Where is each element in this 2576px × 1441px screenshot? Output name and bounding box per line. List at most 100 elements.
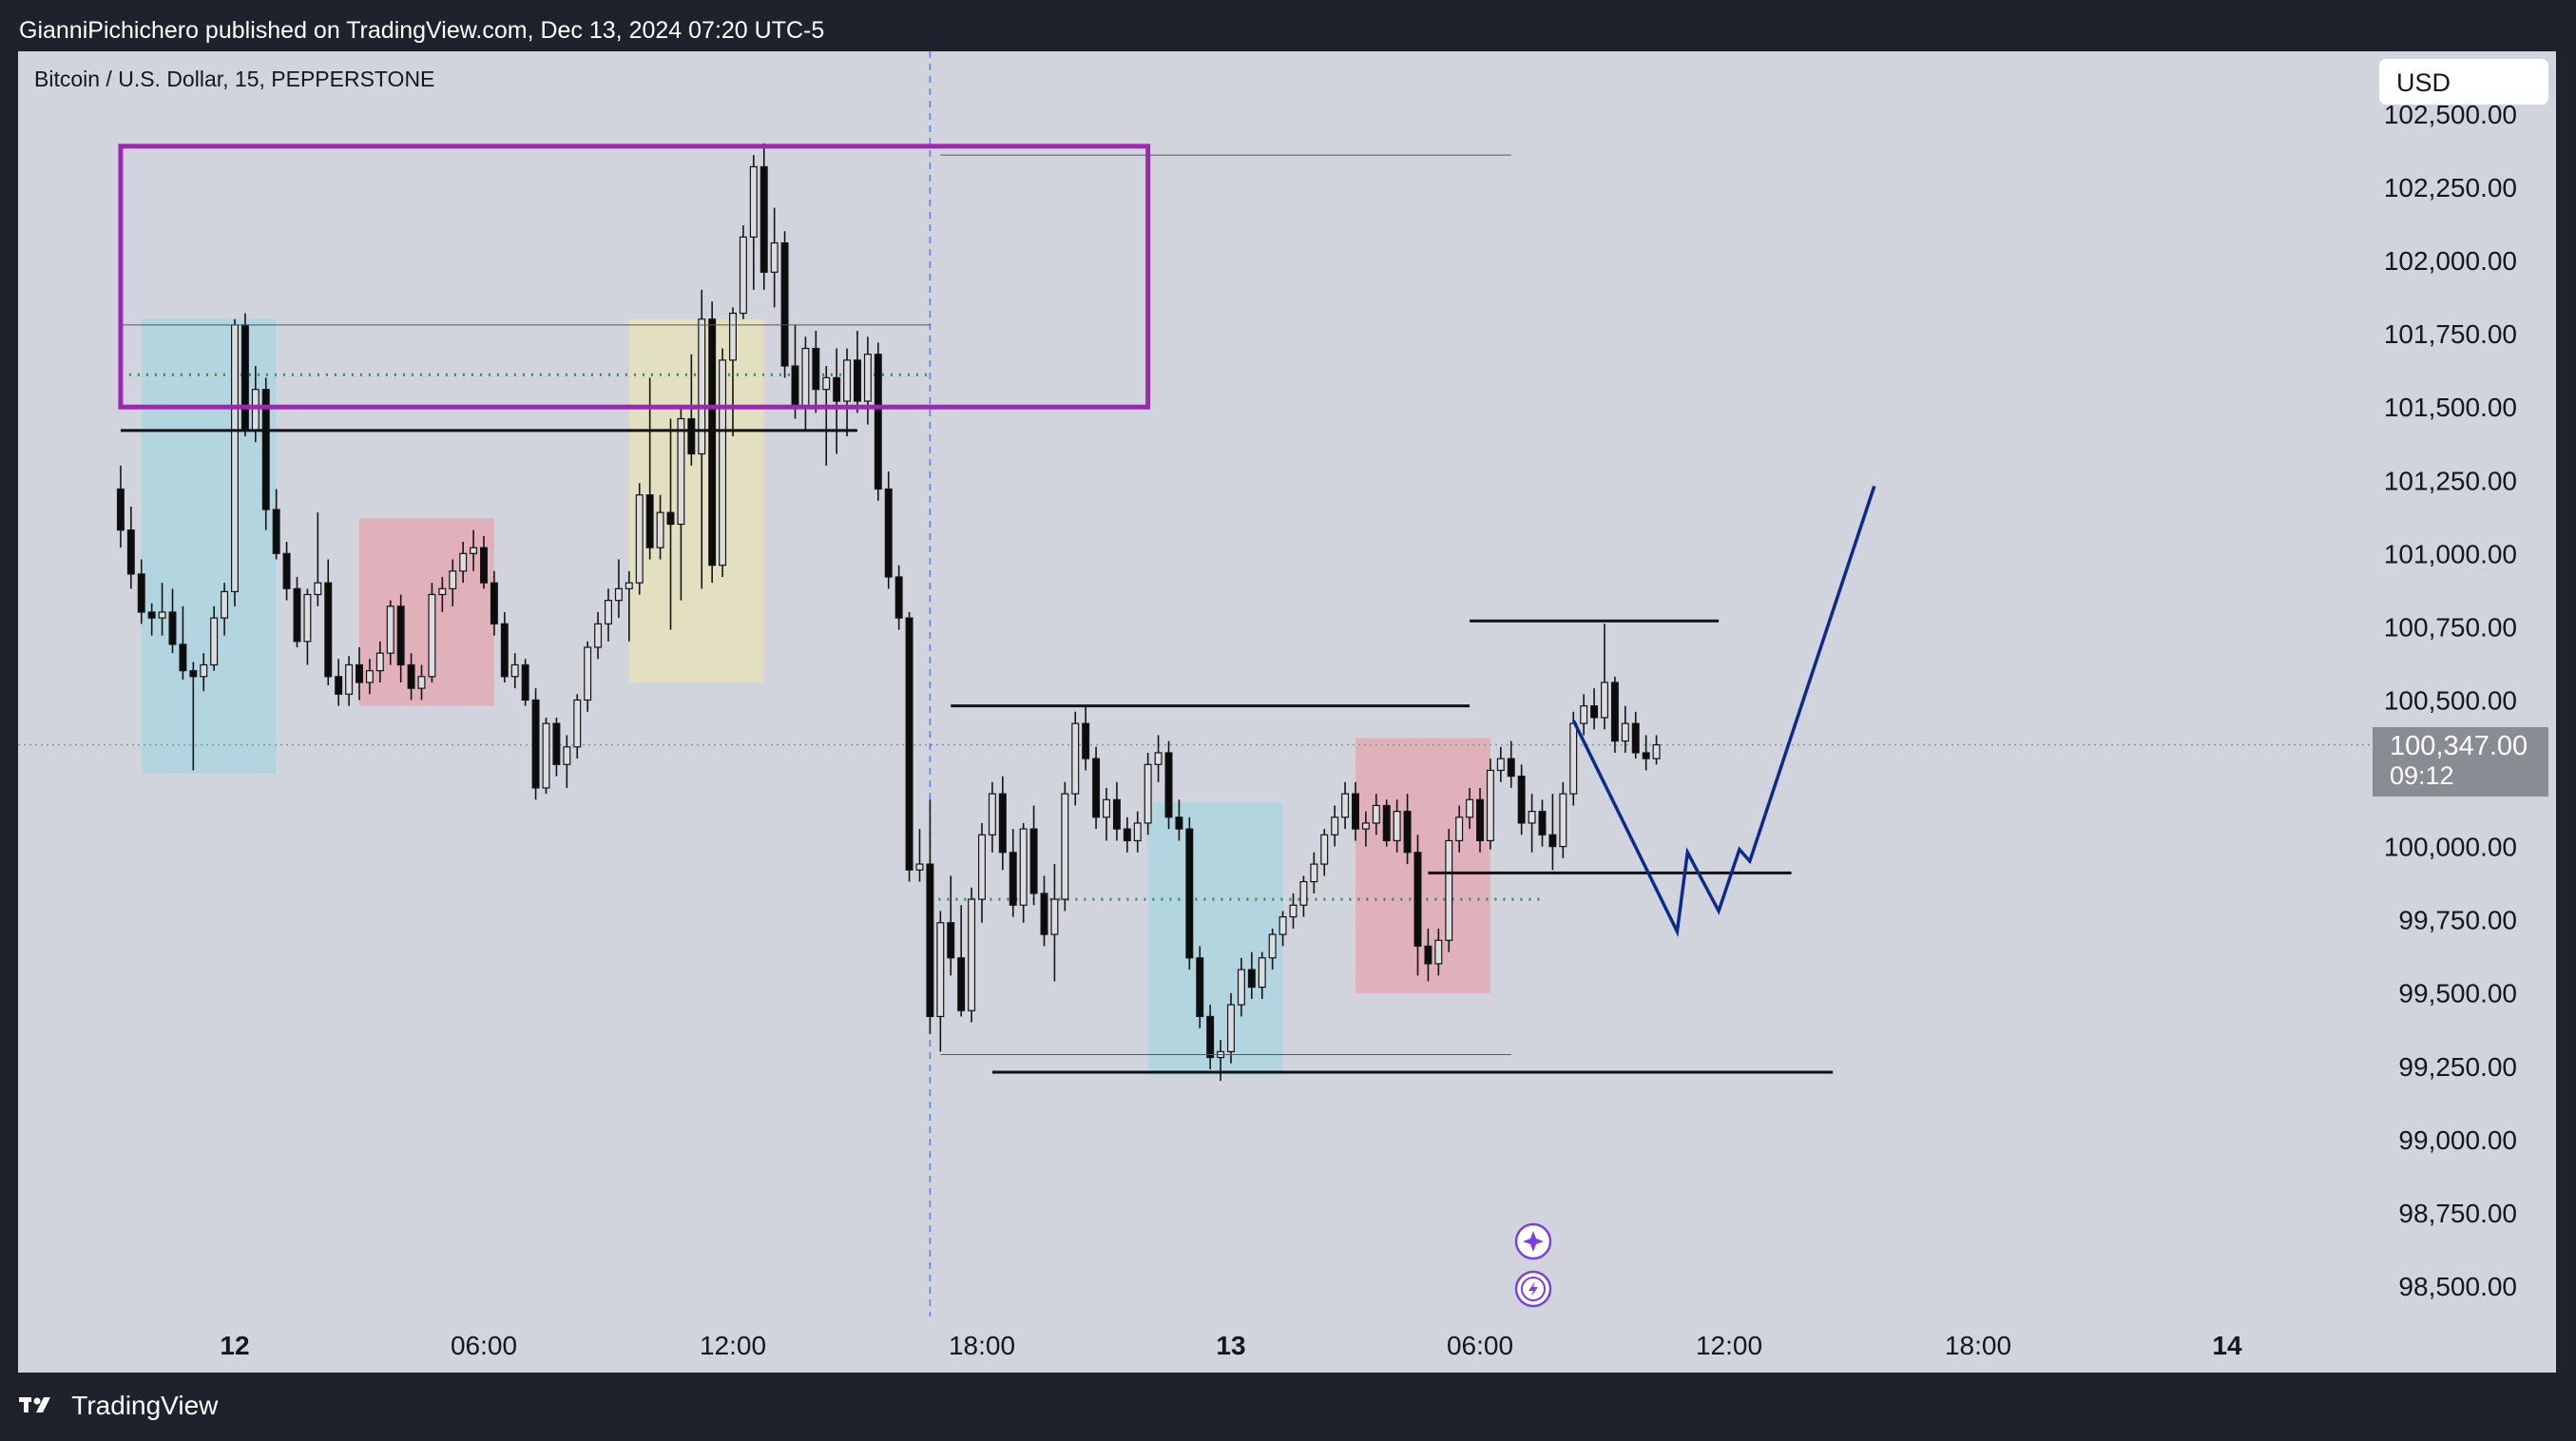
candle-body <box>998 793 1007 854</box>
down-candle <box>189 662 198 771</box>
candle-body <box>231 324 239 593</box>
down-candle <box>396 594 405 682</box>
up-candle <box>1050 864 1059 982</box>
candle-body <box>1320 834 1329 865</box>
brand-name: TradingView <box>71 1391 219 1420</box>
time-tick-label: 14 <box>2212 1331 2242 1360</box>
down-candle <box>1082 705 1090 771</box>
up-candle <box>1466 787 1474 830</box>
time-tick-label: 12 <box>220 1331 249 1360</box>
candle-body <box>1123 828 1131 842</box>
down-candle <box>666 418 675 630</box>
down-candle <box>137 559 145 624</box>
currency-button[interactable]: USD <box>2379 59 2548 105</box>
candle-body <box>1196 957 1204 1017</box>
up-candle <box>303 588 312 665</box>
candle-body <box>459 552 468 572</box>
candle-body <box>1164 752 1173 818</box>
down-candle <box>905 611 913 882</box>
candle-body <box>189 670 198 678</box>
candle-body <box>261 389 270 510</box>
candle-body <box>1434 939 1443 965</box>
candle-body <box>1382 804 1391 842</box>
up-candle <box>1299 875 1308 917</box>
sparkle-icon[interactable] <box>1514 1222 1552 1260</box>
up-candle <box>614 559 623 619</box>
down-candle <box>356 646 363 701</box>
price-tick-label: 100,500.00 <box>2384 685 2517 715</box>
down-candle <box>812 331 820 413</box>
down-candle <box>1352 781 1359 841</box>
up-candle <box>584 641 592 712</box>
down-candle <box>1538 799 1547 847</box>
up-candle <box>1227 992 1235 1064</box>
down-candle <box>1424 928 1432 982</box>
candle-body <box>666 511 675 526</box>
time-tick-label: 13 <box>1216 1331 1245 1360</box>
candle-body <box>1372 804 1380 824</box>
up-candle <box>210 605 219 671</box>
time-tick-label: 12:00 <box>700 1331 766 1360</box>
candle-body <box>594 623 603 648</box>
candle-body <box>1050 898 1059 935</box>
candle-body <box>1590 705 1599 719</box>
candle-body <box>1455 817 1464 842</box>
price-tick-label: 101,250.00 <box>2384 466 2517 495</box>
up-candle <box>158 583 166 636</box>
up-candle <box>677 407 685 601</box>
price-tick-label: 102,250.00 <box>2384 173 2517 202</box>
projection-path <box>1571 485 1876 937</box>
candle-body <box>645 494 654 548</box>
up-candle <box>1528 794 1536 853</box>
candle-body <box>915 863 924 871</box>
lightning-icon[interactable] <box>1514 1270 1552 1308</box>
down-candle <box>1206 1005 1215 1069</box>
candle-body <box>573 699 582 748</box>
up-candle <box>978 822 986 923</box>
candle-body <box>749 165 758 239</box>
candle-body <box>894 576 903 619</box>
up-candle <box>231 318 239 606</box>
currency-label: USD <box>2396 68 2451 97</box>
candle-body <box>677 417 685 526</box>
candle-body <box>656 511 664 548</box>
candle-body <box>137 573 145 613</box>
up-candle <box>843 348 852 437</box>
candle-body <box>614 587 623 602</box>
candle-body <box>210 617 219 666</box>
candle-body <box>801 347 810 408</box>
price-tick-label: 101,500.00 <box>2384 393 2517 422</box>
candle-body <box>1445 839 1453 941</box>
chart-panel[interactable] <box>18 51 2556 1373</box>
down-candle <box>552 717 561 777</box>
up-candle <box>510 653 519 689</box>
down-candle <box>687 354 696 466</box>
down-candle <box>1196 946 1204 1028</box>
candle-body <box>1040 893 1048 935</box>
down-candle <box>874 342 882 501</box>
candle-body <box>1621 722 1629 742</box>
time-tick-label: 18:00 <box>949 1331 1015 1360</box>
up-candle <box>438 576 447 612</box>
candle-body <box>1258 957 1266 989</box>
up-candle <box>1144 752 1152 836</box>
candle-body <box>1071 722 1080 795</box>
down-candle <box>500 611 509 682</box>
price-tick-label: 99,000.00 <box>2398 1125 2517 1155</box>
candle-body <box>1548 834 1557 848</box>
price-chart[interactable]: 102,500.00 102,250.00 102,000.00 101,750.00… <box>0 0 2576 1373</box>
candle-body <box>168 611 177 645</box>
candle-body <box>812 347 820 391</box>
up-candle <box>1486 759 1494 850</box>
up-candle <box>1361 811 1370 847</box>
price-tick-label: 101,750.00 <box>2384 319 2517 349</box>
candle-body <box>1061 793 1069 900</box>
candle-body <box>1133 822 1142 842</box>
candle-body <box>1610 682 1619 742</box>
price-tick-label: 98,750.00 <box>2398 1199 2517 1228</box>
down-candle <box>1517 764 1526 836</box>
candle-body <box>719 359 727 567</box>
candle-body <box>1413 852 1422 948</box>
candle-body <box>1103 798 1110 818</box>
tradingview-brand[interactable]: TradingView <box>19 1391 218 1421</box>
